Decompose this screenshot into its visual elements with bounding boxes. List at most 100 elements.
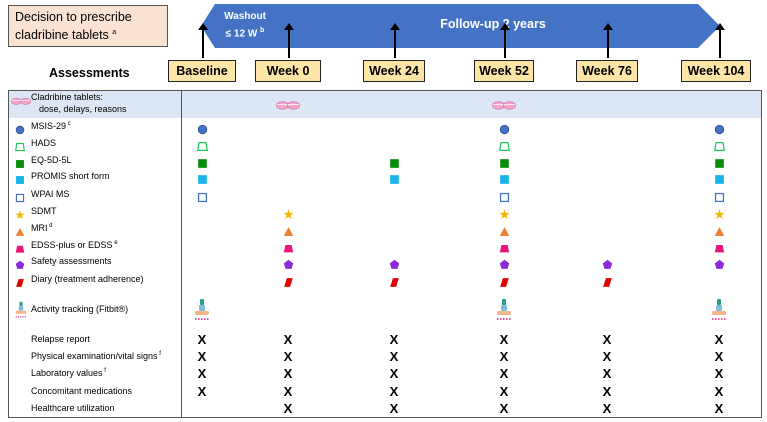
x-mark: X [389,349,399,364]
timepoint-arrow [500,23,510,58]
x-mark: X [283,349,293,364]
x-mark: X [602,366,612,381]
row-label: Concomitant medications [31,386,133,396]
x-mark: X [389,401,399,416]
timepoint-arrow [198,23,208,58]
mark-fitbit-icon [711,298,727,322]
mark-square-icon [714,172,725,184]
row-label: Safety assessments [31,256,112,266]
row-label: Diary (treatment adherence) [31,274,144,284]
legend-cladribine-tablets-icon [10,93,32,105]
mark-square-outline-icon [197,190,208,202]
timepoint-arrow [603,23,613,58]
mark-parallelogram-icon [499,275,510,287]
mark-trapezoid-outline-icon [713,139,725,151]
row-label: HADS [31,138,57,148]
washout-label: Washout ≤ 12 W b [201,10,289,41]
mark-parallelogram-icon [602,275,613,287]
mark-pentagon-icon [714,257,725,269]
legend-square-icon [15,172,25,184]
row-label: Cladribine tablets: dose, delays, reasons [31,92,127,114]
row-footnote: f [102,368,106,374]
x-mark: X [499,384,509,399]
timepoint-week-24: Week 24 [363,60,425,82]
timepoint-week-0: Week 0 [255,60,321,82]
row-label: Relapse report [31,334,91,344]
legend-fitbit-icon [15,301,27,319]
mark-trapezoid-icon [714,241,725,252]
x-mark: X [602,349,612,364]
timepoint-week-76: Week 76 [576,60,638,82]
mark-circle-icon [197,122,208,134]
row-label: SDMT [31,206,57,216]
washout-line1: Washout [224,11,266,22]
row-label: Physical examination/vital signs f [31,351,161,361]
x-mark: X [714,384,724,399]
washout-footnote: b [260,27,265,34]
mark-parallelogram-icon [389,275,400,287]
followup-label: Follow-up 2 years [440,17,546,31]
mark-triangle-icon [714,224,725,236]
x-mark: X [499,349,509,364]
timepoint-arrow [715,23,725,58]
x-mark: X [197,332,207,347]
mark-cladribine-tablets-icon [491,98,517,111]
x-mark: X [602,332,612,347]
mark-circle-icon [714,122,725,134]
mark-trapezoid-outline-icon [498,139,510,151]
x-mark: X [283,332,293,347]
legend-circle-icon [15,122,25,135]
decision-box: Decision to prescribe cladribine tablets… [8,5,168,47]
timepoint-arrow [390,23,400,58]
legend-trapezoid-icon [15,241,25,253]
mark-square-outline-icon [499,190,510,202]
washout-duration: ≤ 12 W [225,28,258,40]
assessment-table [8,90,762,418]
mark-triangle-icon [283,224,294,236]
mark-trapezoid-icon [499,241,510,252]
timepoint-week-52: Week 52 [474,60,534,82]
timepoint-arrow [284,23,294,58]
mark-square-icon [197,156,208,168]
timepoint-week-104: Week 104 [681,60,751,82]
row-label: WPAI MS [31,189,70,199]
row-label: MRI d [31,223,53,233]
row-label: EQ-5D-5L [31,155,72,165]
mark-trapezoid-outline-icon [196,139,208,151]
mark-fitbit-icon [496,298,512,322]
row-footnote: c [66,121,71,127]
x-mark: X [283,401,293,416]
x-mark: X [389,366,399,381]
washout-line2: ≤ 12 W b [201,24,289,41]
mark-square-icon [499,156,510,168]
x-mark: X [389,332,399,347]
mark-trapezoid-icon [283,241,294,252]
x-mark: X [499,366,509,381]
x-mark: X [197,366,207,381]
mark-square-icon [389,156,400,168]
x-mark: X [197,384,207,399]
mark-square-icon [714,156,725,168]
column-separator [181,90,182,418]
row-label: Activity tracking (Fitbit®) [31,304,129,314]
x-mark: X [499,332,509,347]
mark-circle-icon [499,122,510,134]
x-mark: X [602,401,612,416]
x-mark: X [389,384,399,399]
row-footnote: d [47,223,53,229]
assessments-heading: Assessments [49,66,130,80]
x-mark: X [714,332,724,347]
x-mark: X [714,349,724,364]
mark-pentagon-icon [499,257,510,269]
mark-star-icon [713,207,725,219]
mark-square-icon [499,172,510,184]
mark-pentagon-icon [389,257,400,269]
mark-pentagon-icon [283,257,294,269]
row-footnote: e [112,240,118,246]
row-label: PROMIS short form [31,171,110,181]
legend-square-icon [15,156,25,168]
mark-fitbit-icon [194,298,210,322]
mark-star-icon [282,207,294,219]
mark-parallelogram-icon [283,275,294,287]
mark-triangle-icon [499,224,510,236]
